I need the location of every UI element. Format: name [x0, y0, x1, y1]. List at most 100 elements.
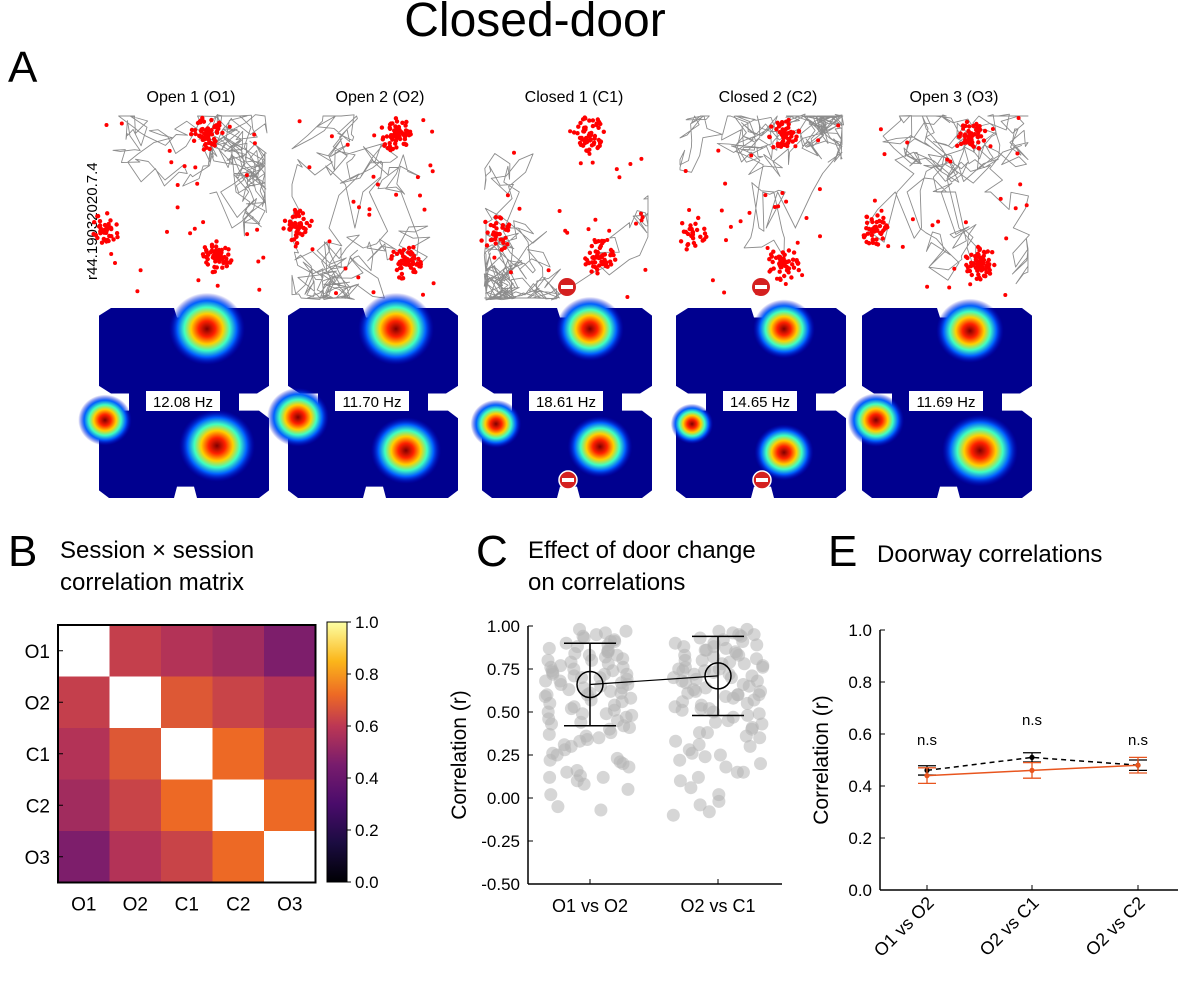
scatter-point — [574, 715, 588, 729]
spike-dot — [227, 124, 232, 129]
spike-dot — [583, 125, 588, 130]
spike-dot — [329, 134, 334, 139]
spike-dot — [794, 258, 799, 263]
scatter-point — [676, 664, 690, 678]
y-tick-label: 0.75 — [487, 660, 520, 679]
x-tick-label: O2 vs C1 — [976, 893, 1043, 960]
spike-dot — [387, 141, 392, 146]
place-field — [370, 417, 442, 484]
trajectory-plot — [861, 113, 1030, 297]
peak-rate-box: 11.70 Hz — [335, 391, 409, 411]
spike-dot — [108, 218, 113, 223]
spike-dot — [506, 222, 512, 227]
heatmap-col-label: O3 — [277, 895, 302, 916]
spike-dot — [421, 292, 425, 297]
spike-dot — [216, 126, 221, 131]
scatter-point — [551, 800, 565, 814]
spike-dot — [135, 289, 140, 294]
spike-dot — [978, 277, 983, 282]
spike-dot — [98, 231, 103, 236]
spike-dot — [786, 248, 792, 253]
scatter-point — [675, 703, 689, 717]
spike-dot — [289, 237, 294, 243]
heatmap-cell — [109, 676, 162, 729]
heatmap-cell — [264, 625, 316, 677]
spike-dot — [200, 117, 205, 123]
spike-dot — [199, 129, 204, 134]
spike-dot — [404, 119, 409, 125]
place-field — [169, 292, 245, 365]
spike-dot — [590, 123, 596, 129]
spike-dot — [595, 271, 600, 276]
spike-dot — [969, 272, 974, 278]
spike-dot — [193, 131, 198, 137]
scatter-point — [737, 657, 751, 671]
heatmap-col-label: O2 — [123, 895, 148, 916]
spike-dot — [881, 215, 886, 221]
spike-dot — [209, 117, 214, 123]
heatmap-row-label: C2 — [26, 796, 50, 817]
spike-dot — [886, 244, 891, 249]
spike-dot — [881, 220, 886, 225]
spike-dot — [114, 231, 120, 236]
spike-dot — [371, 174, 376, 179]
peak-rate-box: 18.61 Hz — [529, 391, 603, 411]
spike-dot — [781, 131, 787, 136]
spike-dot — [592, 238, 597, 242]
x-tick-label: O1 vs O2 — [870, 893, 938, 961]
spike-dot — [503, 235, 508, 240]
spike-dot — [103, 229, 108, 234]
spike-dot — [784, 119, 788, 124]
spike-dot — [777, 269, 782, 274]
place-field — [358, 292, 434, 365]
spike-dot — [568, 129, 573, 134]
scatter-point — [742, 679, 756, 693]
spike-dot — [484, 243, 490, 248]
spike-dot — [505, 193, 510, 198]
spike-dot — [384, 134, 390, 139]
spike-dot — [974, 121, 979, 127]
spike-dot — [399, 271, 405, 277]
spike-dot — [399, 130, 404, 135]
y-tick-label: 0.4 — [848, 777, 872, 796]
spike-dot — [870, 238, 876, 243]
spike-dot — [597, 245, 603, 251]
spike-dot — [220, 265, 225, 270]
mean-marker — [704, 662, 732, 690]
spike-dot — [571, 130, 577, 135]
spike-dot — [587, 250, 593, 255]
spike-dots — [91, 115, 266, 294]
spike-dot — [767, 257, 772, 262]
spike-dot — [578, 142, 584, 147]
spike-dot — [591, 142, 596, 147]
door-closed-bar — [562, 478, 574, 482]
scatter-point — [740, 696, 754, 710]
scatter-point — [698, 750, 712, 764]
spike-dot — [421, 118, 426, 123]
spike-dot — [869, 217, 874, 222]
scatter-point — [721, 714, 735, 728]
spike-dot — [219, 247, 224, 253]
spike-dot — [578, 161, 583, 166]
spike-dot — [214, 130, 220, 135]
spike-dot — [293, 244, 298, 249]
scatter-point — [700, 726, 714, 740]
spike-dot — [984, 270, 989, 275]
spike-dot — [138, 268, 143, 273]
spike-dot — [875, 228, 880, 233]
spike-dot — [218, 252, 223, 257]
y-tick-label: 1.0 — [848, 621, 872, 640]
spike-dot — [987, 271, 993, 276]
spike-dot — [968, 264, 973, 269]
spike-dot — [979, 264, 985, 269]
spike-dot — [95, 214, 100, 219]
spike-dot — [591, 264, 596, 269]
peak-rate-bg — [723, 391, 797, 411]
spike-dot — [765, 246, 770, 250]
spike-dot — [193, 165, 198, 170]
spike-dot — [594, 122, 599, 128]
spike-dot — [586, 227, 591, 232]
spike-dot — [683, 169, 688, 173]
spike-dot — [640, 215, 645, 220]
spike-dot — [900, 244, 905, 249]
